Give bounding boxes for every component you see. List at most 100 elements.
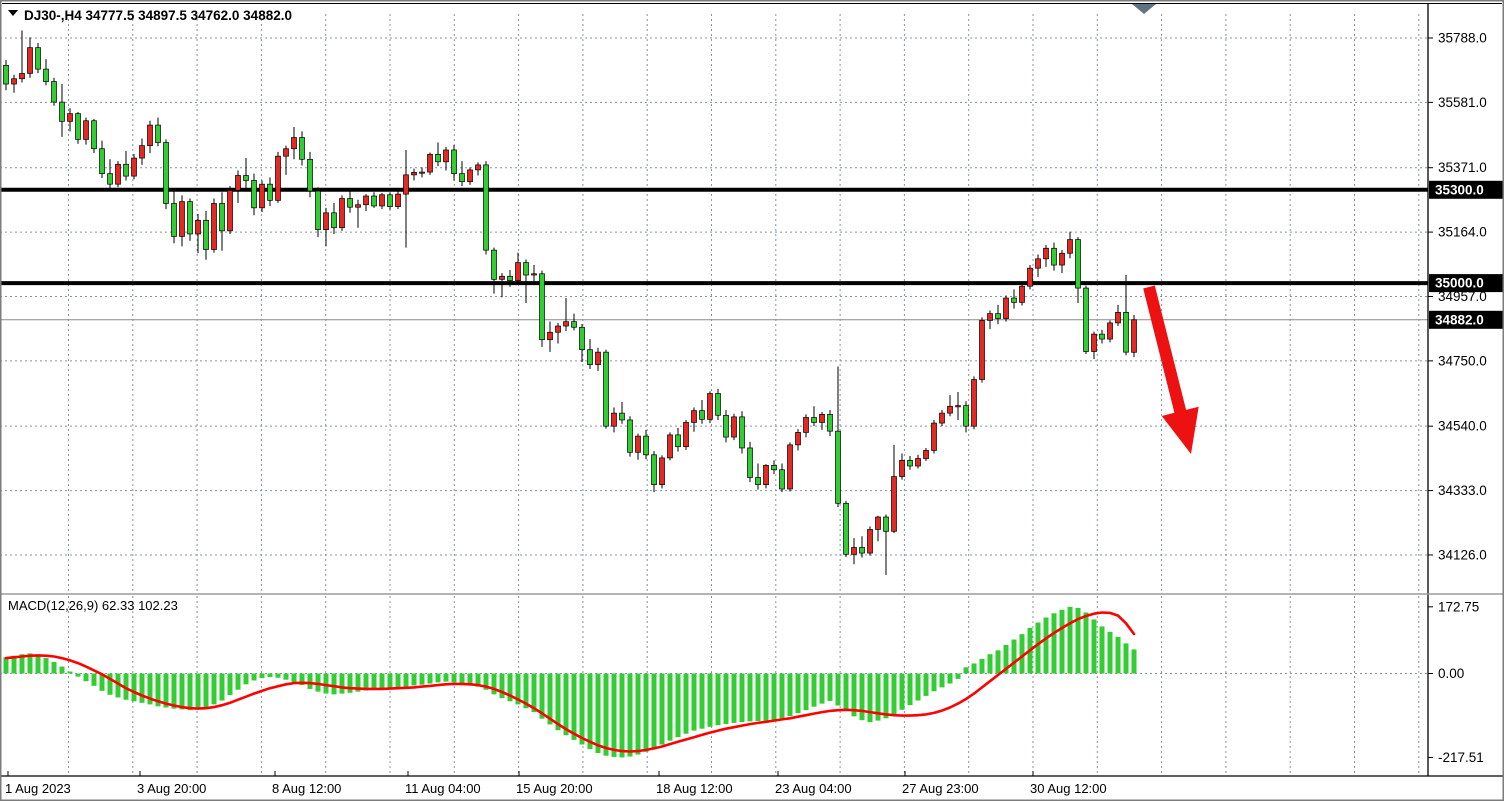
macd-histogram-bar — [371, 673, 377, 690]
time-tick-label: 30 Aug 12:00 — [1030, 781, 1107, 796]
candle-bear — [1051, 247, 1057, 266]
price-tick-label: 34957.0 — [1438, 289, 1487, 304]
candle-bull — [851, 547, 857, 555]
macd-histogram-bar — [155, 673, 161, 707]
trend-arrow-annotation[interactable] — [1143, 285, 1199, 455]
candle-bull — [115, 163, 121, 185]
macd-tick-label: -217.51 — [1438, 750, 1484, 765]
candle-bull — [443, 149, 449, 163]
macd-histogram-bar — [635, 673, 641, 755]
candle-bear — [995, 313, 1001, 319]
macd-histogram-bar — [395, 673, 401, 688]
candle-bear — [315, 190, 321, 230]
candle-bear — [243, 175, 249, 181]
candle-bull — [787, 444, 793, 490]
candle-bull — [819, 414, 825, 423]
candle-bull — [1027, 267, 1033, 287]
candle-bull — [891, 476, 897, 532]
candle-bear — [155, 124, 161, 143]
macd-histogram-bar — [539, 673, 545, 719]
macd-histogram-bar — [115, 673, 121, 698]
macd-histogram-bar — [643, 673, 649, 752]
price-axis[interactable] — [1428, 3, 1504, 776]
candle-bull — [763, 465, 769, 486]
candle-bear — [723, 414, 729, 438]
candle-bear — [883, 516, 889, 532]
macd-histogram-bar — [339, 673, 345, 694]
chart-menu-icon[interactable] — [8, 10, 18, 16]
candle-bear — [907, 460, 913, 467]
macd-histogram-bar — [1083, 612, 1089, 674]
candle-bull — [555, 325, 561, 333]
macd-histogram-bar — [131, 673, 137, 702]
candle-bear — [739, 416, 745, 449]
macd-histogram-bar — [283, 673, 289, 680]
candle-bear — [251, 180, 257, 209]
candle-bull — [731, 416, 737, 438]
candle-bear — [587, 349, 593, 365]
macd-histogram-bar — [1099, 626, 1105, 674]
macd-histogram-bar — [963, 667, 969, 674]
macd-histogram-bar — [91, 673, 97, 686]
macd-histogram-bar — [379, 673, 385, 689]
candle-bull — [1131, 319, 1137, 353]
candle-bull — [899, 460, 905, 477]
macd-histogram-bar — [675, 673, 681, 738]
candle-bull — [499, 275, 505, 280]
candle-bull — [403, 174, 409, 195]
macd-histogram-bar — [227, 673, 233, 696]
candle-bull — [979, 320, 985, 380]
candle-bear — [123, 163, 129, 177]
candle-bear — [307, 158, 313, 192]
candle-bull — [947, 405, 953, 414]
candle-bear — [523, 262, 529, 276]
price-level-box-label: 35300.0 — [1435, 182, 1484, 197]
price-chart-pane[interactable] — [0, 3, 1428, 594]
candle-bull — [379, 194, 385, 207]
price-level-box-label: 34882.0 — [1435, 312, 1484, 327]
macd-histogram-bar — [27, 653, 33, 674]
macd-histogram-bar — [763, 673, 769, 721]
candle-bull — [939, 412, 945, 424]
macd-histogram-bar — [875, 673, 881, 721]
macd-histogram-bar — [843, 673, 849, 711]
candle-bear — [627, 419, 633, 453]
candle-bull — [427, 153, 433, 173]
macd-histogram-bar — [435, 673, 441, 683]
candle-bull — [955, 405, 961, 408]
candle-bear — [163, 142, 169, 204]
candle-bull — [659, 457, 665, 486]
macd-histogram-bar — [915, 673, 921, 701]
candle-bull — [515, 262, 521, 281]
time-tick-label: 27 Aug 23:00 — [902, 781, 979, 796]
macd-histogram-bar — [1115, 636, 1121, 674]
macd-histogram-bar — [787, 673, 793, 716]
macd-indicator — [3, 606, 1137, 758]
candle-bear — [459, 173, 465, 183]
chart-shift-marker-icon[interactable] — [1132, 4, 1156, 14]
macd-histogram-bar — [203, 673, 209, 708]
macd-histogram-bar — [531, 673, 537, 713]
macd-histogram-bar — [387, 673, 393, 689]
candle-bear — [187, 201, 193, 235]
macd-histogram-bar — [3, 657, 9, 674]
macd-histogram-bar — [883, 673, 889, 719]
macd-histogram-bar — [123, 673, 129, 700]
macd-histogram-bar — [563, 673, 569, 736]
macd-histogram-bar — [291, 673, 297, 682]
axes[interactable]: 35788.0 35581.0 35371.0 35164.0 34957.0 34750… — [0, 3, 1504, 801]
candle-bull — [1107, 322, 1113, 340]
candle-bull — [147, 124, 153, 146]
candle-bull — [915, 458, 921, 467]
macd-histogram-bar — [499, 673, 505, 699]
time-axis[interactable] — [0, 776, 1504, 801]
macd-histogram-bar — [595, 673, 601, 754]
macd-histogram-bar — [75, 673, 81, 677]
macd-histogram-bar — [171, 673, 177, 709]
candle-bull — [195, 219, 201, 235]
macd-histogram-bar — [507, 673, 513, 702]
candle-bull — [355, 204, 361, 208]
price-level-box — [1429, 180, 1504, 199]
macd-histogram-bar — [187, 673, 193, 711]
candle-bear — [387, 194, 393, 207]
